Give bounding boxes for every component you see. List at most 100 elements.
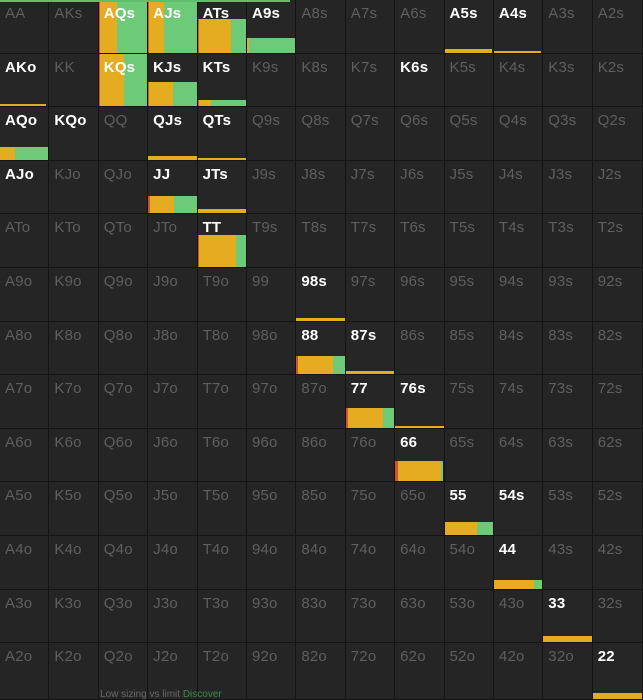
hand-cell-ako[interactable]: AKo [0,53,50,108]
hand-cell-a2s[interactable]: A2s [592,0,643,54]
hand-cell-t7s[interactable]: T7s [345,214,396,268]
hand-cell-qjo[interactable]: QJo [98,160,149,215]
hand-cell-22[interactable]: 22 [592,643,643,700]
hand-cell-84o[interactable]: 84o [296,535,346,590]
hand-cell-a8o[interactable]: A8o [0,321,50,376]
hand-cell-kk[interactable]: KK [49,53,99,108]
hand-cell-ato[interactable]: ATo [0,214,50,268]
hand-cell-99[interactable]: 99 [246,267,297,322]
hand-cell-88[interactable]: 88 [296,321,346,376]
hand-cell-tt[interactable]: TT [197,214,247,268]
hand-cell-j6s[interactable]: J6s [395,160,445,215]
hand-cell-87o[interactable]: 87o [296,375,346,429]
hand-cell-75o[interactable]: 75o [345,482,396,536]
hand-cell-73o[interactable]: 73o [345,589,396,644]
hand-cell-jts[interactable]: JTs [197,160,247,215]
hand-cell-a6s[interactable]: A6s [395,0,445,54]
hand-cell-j3s[interactable]: J3s [543,160,593,215]
hand-cell-k9s[interactable]: K9s [246,53,297,108]
hand-cell-q3s[interactable]: Q3s [543,107,593,161]
hand-cell-62o[interactable]: 62o [395,643,445,700]
hand-cell-74s[interactable]: 74s [493,375,544,429]
hand-cell-ajo[interactable]: AJo [0,160,50,215]
hand-cell-aa[interactable]: AA [0,0,50,54]
hand-cell-q5s[interactable]: Q5s [444,107,494,161]
hand-cell-kjo[interactable]: KJo [49,160,99,215]
hand-cell-t5s[interactable]: T5s [444,214,494,268]
hand-cell-t6s[interactable]: T6s [395,214,445,268]
hand-cell-62s[interactable]: 62s [592,428,643,483]
hand-cell-a5o[interactable]: A5o [0,482,50,536]
hand-cell-65s[interactable]: 65s [444,428,494,483]
hand-cell-64o[interactable]: 64o [395,535,445,590]
hand-cell-72o[interactable]: 72o [345,643,396,700]
hand-cell-65o[interactable]: 65o [395,482,445,536]
hand-cell-q6s[interactable]: Q6s [395,107,445,161]
hand-cell-k5o[interactable]: K5o [49,482,99,536]
hand-cell-77[interactable]: 77 [345,375,396,429]
hand-cell-42o[interactable]: 42o [493,643,544,700]
hand-cell-96o[interactable]: 96o [246,428,297,483]
hand-cell-q5o[interactable]: Q5o [98,482,149,536]
hand-cell-k2s[interactable]: K2s [592,53,643,108]
hand-cell-t2s[interactable]: T2s [592,214,643,268]
hand-cell-qjs[interactable]: QJs [148,107,198,161]
hand-cell-74o[interactable]: 74o [345,535,396,590]
hand-cell-kts[interactable]: KTs [197,53,247,108]
hand-cell-q2s[interactable]: Q2s [592,107,643,161]
hand-cell-32s[interactable]: 32s [592,589,643,644]
hand-cell-qto[interactable]: QTo [98,214,149,268]
hand-cell-ats[interactable]: ATs [197,0,247,54]
hand-cell-a9s[interactable]: A9s [246,0,297,54]
hand-cell-k4o[interactable]: K4o [49,535,99,590]
hand-cell-q8s[interactable]: Q8s [296,107,346,161]
hand-cell-76s[interactable]: 76s [395,375,445,429]
hand-cell-95o[interactable]: 95o [246,482,297,536]
hand-cell-53s[interactable]: 53s [543,482,593,536]
hand-cell-k6s[interactable]: K6s [395,53,445,108]
hand-cell-t9o[interactable]: T9o [197,267,247,322]
hand-cell-a6o[interactable]: A6o [0,428,50,483]
hand-cell-83s[interactable]: 83s [543,321,593,376]
hand-cell-j8s[interactable]: J8s [296,160,346,215]
hand-cell-j7o[interactable]: J7o [148,375,198,429]
hand-cell-t8o[interactable]: T8o [197,321,247,376]
hand-cell-76o[interactable]: 76o [345,428,396,483]
hand-cell-kqs[interactable]: KQs [98,53,149,108]
hand-cell-j2o[interactable]: J2o [148,643,198,700]
hand-cell-k7o[interactable]: K7o [49,375,99,429]
hand-cell-a4o[interactable]: A4o [0,535,50,590]
hand-cell-aqo[interactable]: AQo [0,107,50,161]
hand-cell-a7o[interactable]: A7o [0,375,50,429]
hand-cell-aks[interactable]: AKs [49,0,99,54]
hand-cell-52o[interactable]: 52o [444,643,494,700]
hand-cell-t4o[interactable]: T4o [197,535,247,590]
hand-cell-97o[interactable]: 97o [246,375,297,429]
hand-cell-k3o[interactable]: K3o [49,589,99,644]
hand-cell-43s[interactable]: 43s [543,535,593,590]
hand-cell-32o[interactable]: 32o [543,643,593,700]
hand-cell-t8s[interactable]: T8s [296,214,346,268]
hand-cell-k8s[interactable]: K8s [296,53,346,108]
hand-cell-q4s[interactable]: Q4s [493,107,544,161]
hand-cell-a5s[interactable]: A5s [444,0,494,54]
hand-cell-j5o[interactable]: J5o [148,482,198,536]
hand-cell-k6o[interactable]: K6o [49,428,99,483]
hand-cell-j4s[interactable]: J4s [493,160,544,215]
hand-cell-kqo[interactable]: KQo [49,107,99,161]
hand-cell-q4o[interactable]: Q4o [98,535,149,590]
hand-cell-kjs[interactable]: KJs [148,53,198,108]
hand-cell-k4s[interactable]: K4s [493,53,544,108]
hand-cell-a3s[interactable]: A3s [543,0,593,54]
hand-cell-j9o[interactable]: J9o [148,267,198,322]
hand-cell-j9s[interactable]: J9s [246,160,297,215]
hand-cell-ajs[interactable]: AJs [148,0,198,54]
hand-cell-63o[interactable]: 63o [395,589,445,644]
hand-cell-t2o[interactable]: T2o [197,643,247,700]
hand-cell-t9s[interactable]: T9s [246,214,297,268]
hand-cell-k7s[interactable]: K7s [345,53,396,108]
hand-cell-q6o[interactable]: Q6o [98,428,149,483]
hand-cell-qts[interactable]: QTs [197,107,247,161]
hand-cell-q9s[interactable]: Q9s [246,107,297,161]
hand-cell-43o[interactable]: 43o [493,589,544,644]
